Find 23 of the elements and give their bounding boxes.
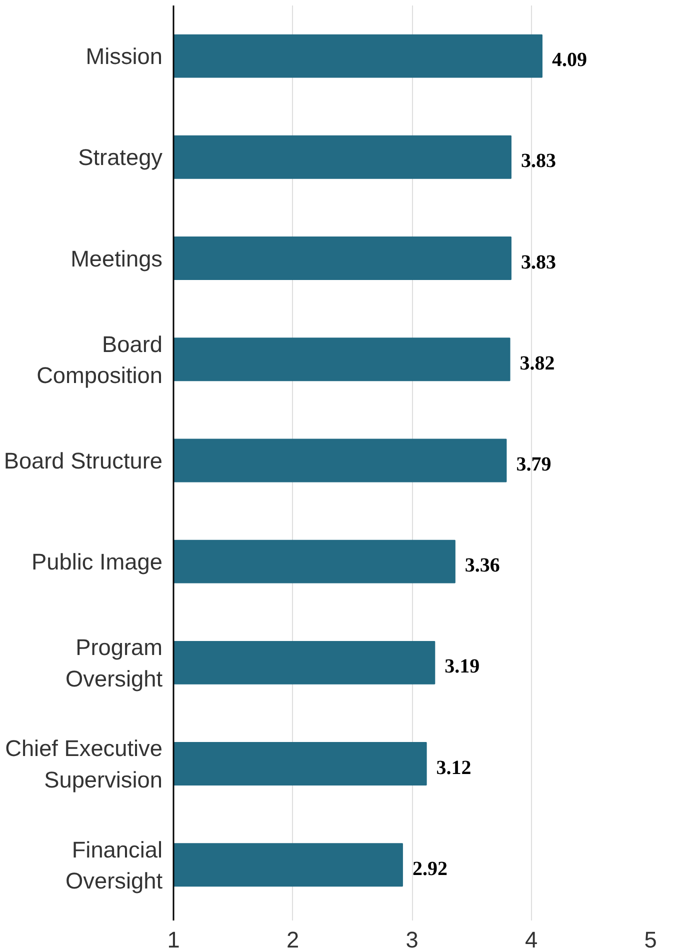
y-tick-label: Chief Executive Supervision <box>5 735 163 792</box>
data-label: 3.83 <box>520 150 556 172</box>
data-label: 3.79 <box>516 453 552 476</box>
y-tick-label: Public Image <box>32 548 163 575</box>
y-tick-label: Mission <box>86 43 162 70</box>
y-tick-label: Board Structure <box>4 447 162 474</box>
x-tick-label: 2 <box>286 926 300 952</box>
y-tick-label: Meetings <box>70 245 163 272</box>
data-label: 3.83 <box>520 251 556 274</box>
data-label: 3.82 <box>520 352 555 374</box>
x-tick-label: 5 <box>644 926 657 952</box>
data-label: 3.12 <box>436 756 472 779</box>
y-tick-label: Strategy <box>78 144 164 170</box>
y-tick-label: Financial Oversight <box>66 836 164 894</box>
y-tick-label: Board Composition <box>36 330 163 388</box>
data-label: 3.19 <box>444 656 480 678</box>
data-label: 2.92 <box>412 858 448 880</box>
x-tick-label: 1 <box>167 926 180 952</box>
data-label: 4.09 <box>552 49 587 72</box>
y-tick-label: Program Oversight <box>66 634 164 692</box>
x-tick-label: 3 <box>406 926 418 952</box>
x-tick-label: 4 <box>524 926 538 952</box>
data-label: 3.36 <box>464 554 500 577</box>
